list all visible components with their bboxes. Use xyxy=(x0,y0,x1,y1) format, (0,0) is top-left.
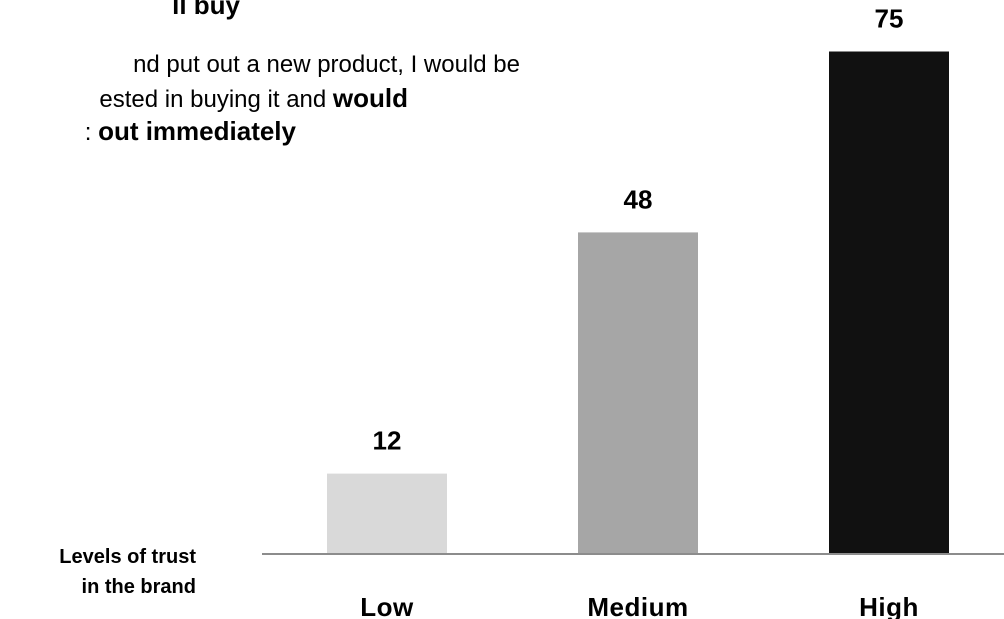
statement-line-3-emphasis: out immediately xyxy=(98,116,296,146)
bar-high xyxy=(829,51,949,554)
bar-group xyxy=(327,51,949,554)
x-axis-title-line-2: in the brand xyxy=(81,576,196,598)
data-label-high: 75 xyxy=(875,4,904,34)
category-label-low: Low xyxy=(360,592,414,619)
bar-low xyxy=(327,473,447,554)
bar-medium xyxy=(578,232,698,554)
label-group: 12 Low 48 Medium 75 High xyxy=(360,4,919,619)
chart-title: ll buy xyxy=(0,0,240,30)
x-axis-title: Levels of trust in the brand xyxy=(0,542,196,602)
statement-line-3-text: : xyxy=(84,119,99,146)
data-label-low: 12 xyxy=(373,426,402,456)
chart-title-text: ll buy xyxy=(172,0,240,20)
category-label-high: High xyxy=(859,592,919,619)
statement-line-1: nd put out a new product, I would be xyxy=(133,51,520,78)
statement-line-2: ested in buying it and would xyxy=(99,83,408,115)
data-label-medium: 48 xyxy=(624,184,653,214)
x-axis-title-line-1: Levels of trust xyxy=(59,546,196,568)
statement-line-2-emphasis: would xyxy=(332,83,408,113)
category-label-medium: Medium xyxy=(587,592,688,619)
statement-line-3: : out immediately xyxy=(85,116,296,148)
statement-line-2-text: ested in buying it and xyxy=(99,86,333,113)
survey-statement: nd put out a new product, I would be est… xyxy=(0,50,540,180)
